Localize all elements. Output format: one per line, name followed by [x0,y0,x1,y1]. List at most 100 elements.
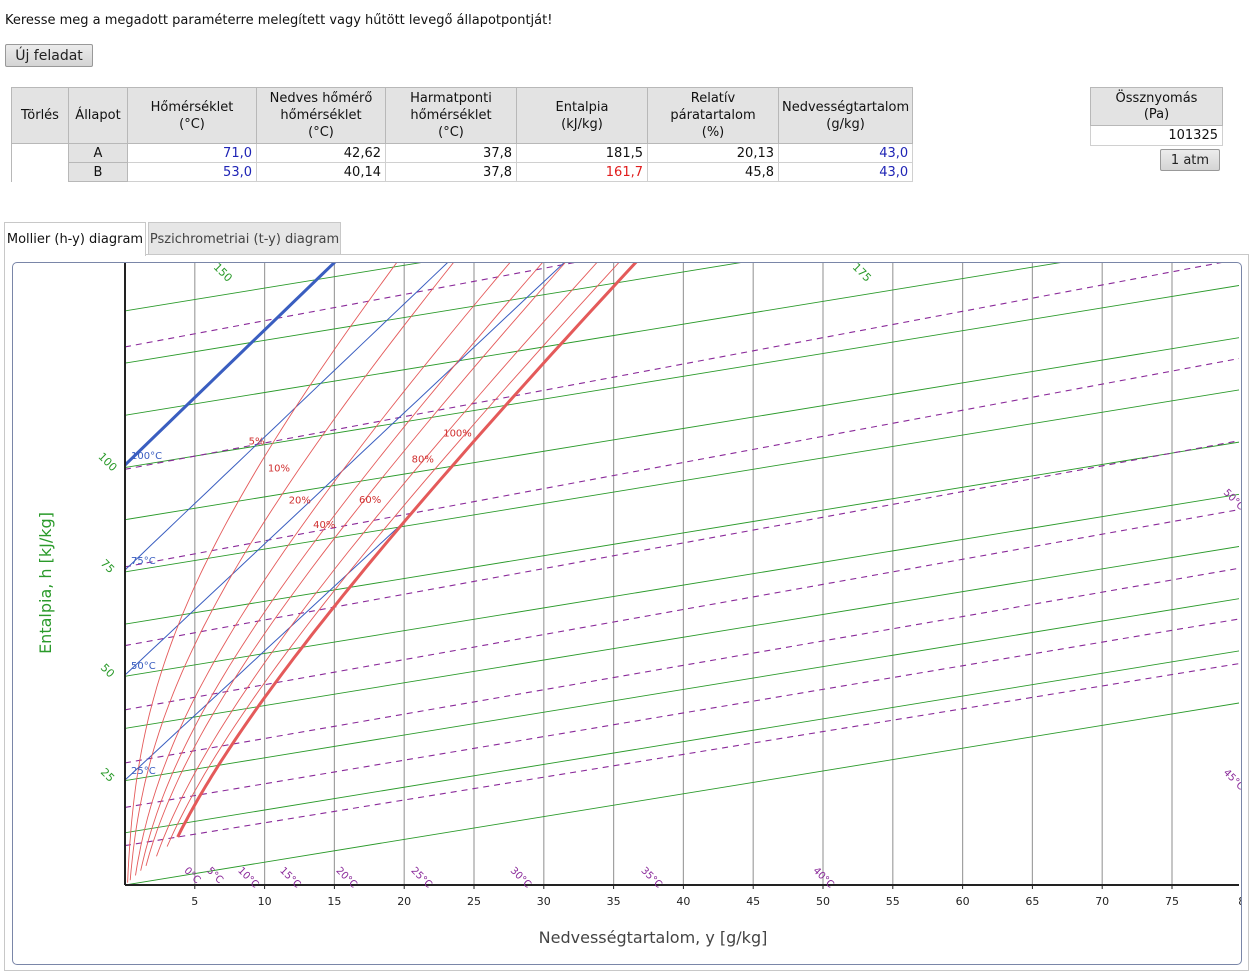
rh-label: 10% [268,464,290,475]
enthalpy-label: 50 [98,661,117,680]
rh-label: 5% [249,436,265,447]
x-tick-label: 10 [258,895,272,908]
delete-cell[interactable] [11,143,69,163]
rh-curve [129,263,454,881]
x-tick-label: 75 [1165,895,1179,908]
header-delete: Törlés [11,87,69,144]
enthalpy-line [125,263,741,364]
enthalpy-label: 100 [95,450,119,474]
dewpoint-cell[interactable]: 37,8 [385,143,517,163]
mollier-chart[interactable]: 5 10 15 20 25 30 35 40 45 50 55 60 65 70 75 8 Nedvességt… [12,262,1242,965]
header-temperature: Hőmérséklet (°C) [127,87,257,144]
x-tick-label: 60 [956,895,970,908]
rh-cell[interactable]: 45,8 [647,162,779,182]
tab-psychrometric[interactable]: Pszichrometriai (t-y) diagram [148,222,341,255]
wetbulb-label: 25°C [409,865,434,890]
wetbulb-line [125,263,1222,470]
moisture-cell[interactable]: 43,0 [777,162,914,182]
x-tick-label: 30 [537,895,551,908]
enthalpy-line [125,650,1239,834]
rh-curve [127,263,397,883]
isotherm-label: 75°C [131,556,156,567]
rh-curve [166,263,620,847]
wetbulb-line [125,509,1239,711]
isotherm-label: 25°C [131,766,156,777]
one-atm-button[interactable]: 1 atm [1160,149,1220,171]
rh-label: 60% [359,495,381,506]
state-cell: B [68,162,128,182]
x-tick-label: 35 [607,895,621,908]
saturation-curve [176,263,638,838]
task-instruction: Keresse meg a megadott paraméterre meleg… [5,13,553,28]
enthalpy-label: 150 [211,263,235,285]
isotherm-label: 100°C [131,451,162,462]
wetbulb-label: 45°C [1221,767,1241,792]
y-axis-label: Entalpia, h [kJ/kg] [36,512,55,654]
pressure-input[interactable]: 101325 [1090,125,1223,146]
dewpoint-cell[interactable]: 37,8 [385,162,517,182]
enthalpy-line [125,493,1239,677]
isotherm-line [125,263,565,676]
wetbulb-label: 50°C [1221,487,1241,512]
x-tick-label: 40 [676,895,690,908]
rh-curve [145,263,566,867]
wetbulb-label: 5°C [204,865,225,886]
rh-label: 80% [412,455,434,466]
enthalpy-label: 25 [98,766,117,785]
enthalpy-label: 175 [850,263,874,285]
wetbulb-line [125,567,1239,764]
enthalpy-line [125,285,1239,468]
delete-cell[interactable] [11,162,69,182]
tab-mollier[interactable]: Mollier (h-y) diagram [4,222,146,256]
pressure-table: Össznyomás (Pa) 101325 [1090,87,1223,146]
isotherm-line [125,263,448,571]
wetbulb-line [125,440,1239,647]
wetbulb-label: 15°C [277,865,302,890]
x-tick-label: 50 [816,895,830,908]
wetbulb-label: 35°C [639,865,664,890]
wetbulb-label: 20°C [334,865,359,890]
wetbulb-cell[interactable]: 42,62 [256,143,386,163]
pressure-header: Össznyomás (Pa) [1090,87,1223,126]
enthalpy-line [125,546,1239,729]
header-enthalpy: Entalpia (kJ/kg) [516,87,648,144]
rh-label: 40% [313,520,335,531]
enthalpy-line [125,598,1239,782]
wetbulb-label: 0°C [182,865,203,886]
temperature-cell[interactable]: 71,0 [127,143,257,163]
rh-curve [135,263,511,876]
wetbulb-line [125,357,1239,568]
rh-label: 20% [289,496,311,507]
wetbulb-label: 30°C [508,865,533,890]
moisture-cell[interactable]: 43,0 [777,143,914,163]
header-state: Állapot [68,87,128,144]
enthalpy-label: 75 [98,557,117,576]
new-task-button[interactable]: Új feladat [5,44,93,67]
x-tick-label: 15 [327,895,341,908]
enthalpy-cell[interactable]: 161,7 [516,162,648,182]
table-row: B 53,0 40,14 37,8 161,7 45,8 43,0 [11,162,914,182]
plot-area [125,263,1239,885]
mollier-diagram-svg[interactable]: 5 10 15 20 25 30 35 40 45 50 55 60 65 70 75 8 Nedvességt… [13,263,1241,964]
x-tick-label: 70 [1095,895,1109,908]
rh-cell[interactable]: 20,13 [647,143,779,163]
x-tick-label: 8 [1238,895,1241,908]
rh-curve [156,263,598,857]
wetbulb-label: 10°C [235,865,260,890]
rh-curve [140,263,543,871]
rh-label: 100% [443,428,472,439]
header-wetbulb: Nedves hőmérő hőmérséklet (°C) [256,87,386,144]
temperature-cell[interactable]: 53,0 [127,162,257,182]
isotherm-line [125,263,337,467]
x-tick-label: 65 [1025,895,1039,908]
isotherm-label: 50°C [131,661,156,672]
enthalpy-cell[interactable]: 181,5 [516,143,648,163]
header-moisture: Nedvességtartalom (g/kg) [777,87,914,144]
wetbulb-cell[interactable]: 40,14 [256,162,386,182]
state-table: Törlés Állapot Hőmérséklet (°C) Nedves hő… [11,87,914,182]
x-tick-label: 5 [191,895,198,908]
header-rh: Relatív páratartalom (%) [647,87,779,144]
enthalpy-line [125,337,1239,521]
isotherm-line [125,521,405,781]
x-tick-label: 55 [886,895,900,908]
